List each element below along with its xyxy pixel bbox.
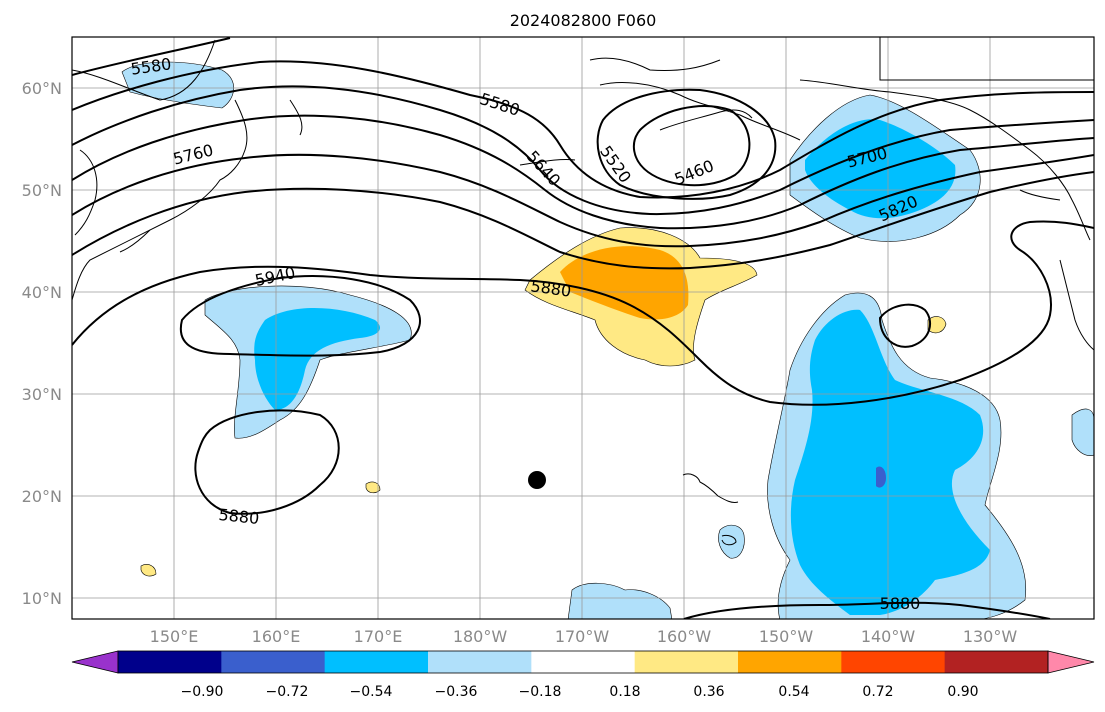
anomaly-region	[927, 316, 947, 334]
lat-label: 50°N	[22, 181, 62, 200]
colorbar-tick-label: −0.54	[350, 684, 393, 700]
lon-label: 170°E	[354, 627, 403, 646]
colorbar-tick-label: 0.72	[862, 684, 893, 700]
colorbar-tick-label: 0.18	[609, 684, 640, 700]
contour-line	[632, 105, 751, 187]
contour-line	[72, 85, 1094, 216]
contour-label: 5880	[218, 505, 260, 528]
lon-label: 140°W	[861, 627, 916, 646]
colorbar-extend-low	[71, 650, 119, 674]
lat-label: 40°N	[22, 283, 62, 302]
anomaly-region	[1071, 408, 1094, 456]
colorbar-segment	[428, 651, 532, 673]
colorbar-border	[117, 650, 1049, 674]
anomaly-region	[365, 481, 381, 494]
contour-line	[72, 37, 231, 76]
colorbar-tick-label: 0.54	[778, 684, 809, 700]
height-contours	[72, 37, 1094, 619]
colorbar-tick-label: −0.90	[181, 684, 224, 700]
anomaly-region	[560, 246, 689, 320]
colorbar	[71, 650, 1095, 674]
contour-line	[878, 303, 932, 348]
lon-label: 130°W	[963, 627, 1018, 646]
contour-line	[194, 409, 340, 515]
contour-line	[72, 114, 1094, 230]
colorbar-segment	[738, 651, 842, 673]
gridlines	[72, 37, 1094, 619]
colorbar-tick-label: 0.36	[693, 684, 724, 700]
anomaly-region	[790, 309, 990, 615]
anomaly-region	[876, 466, 886, 488]
map-frame	[71, 36, 1095, 620]
colorbar-segment	[531, 651, 636, 673]
lon-label: 160°E	[252, 627, 301, 646]
colorbar-segment	[118, 651, 222, 673]
lat-label: 60°N	[22, 79, 62, 98]
lon-label: 160°W	[657, 627, 712, 646]
anomaly-region	[140, 564, 157, 577]
lon-label: 150°W	[759, 627, 814, 646]
lon-label: 150°E	[150, 627, 199, 646]
colorbar-segment	[944, 651, 1049, 673]
colorbar-segment	[221, 651, 326, 673]
anomaly-region	[718, 524, 745, 559]
lat-label: 20°N	[22, 487, 62, 506]
colorbar-segment	[324, 651, 429, 673]
colorbar-tick-label: −0.36	[435, 684, 478, 700]
colorbar-extend-high	[1047, 650, 1095, 674]
contour-label: 5880	[880, 594, 921, 613]
lat-label: 30°N	[22, 385, 62, 404]
contour-line	[72, 220, 1094, 406]
colorbar-segment	[841, 651, 946, 673]
colorbar-tick-label: −0.18	[519, 684, 562, 700]
contour-line	[72, 171, 1094, 270]
colorbar-ticks: −0.90 −0.72 −0.54 −0.36 −0.18 0.18 0.36 …	[181, 684, 979, 700]
longitude-labels: 150°E 160°E 170°E 180°W 170°W 160°W 150°…	[150, 627, 1018, 646]
colorbar-tick-label: −0.72	[266, 684, 309, 700]
anomaly-region	[805, 119, 956, 219]
colorbar-tick-label: 0.90	[947, 684, 978, 700]
anomaly-region	[254, 307, 380, 410]
anomaly-region	[567, 582, 673, 619]
location-marker	[528, 471, 546, 489]
colorbar-segment	[634, 651, 739, 673]
lat-label: 10°N	[22, 589, 62, 608]
contour-line	[179, 275, 421, 357]
contour-line	[72, 60, 1094, 199]
lon-label: 180°W	[453, 627, 508, 646]
lon-label: 170°W	[555, 627, 610, 646]
contour-line	[72, 153, 1094, 248]
latitude-labels: 60°N 50°N 40°N 30°N 20°N 10°N	[22, 79, 62, 608]
contour-line	[683, 601, 1051, 619]
map-title: 2024082800 F060	[510, 11, 657, 30]
contour-line	[596, 88, 777, 200]
